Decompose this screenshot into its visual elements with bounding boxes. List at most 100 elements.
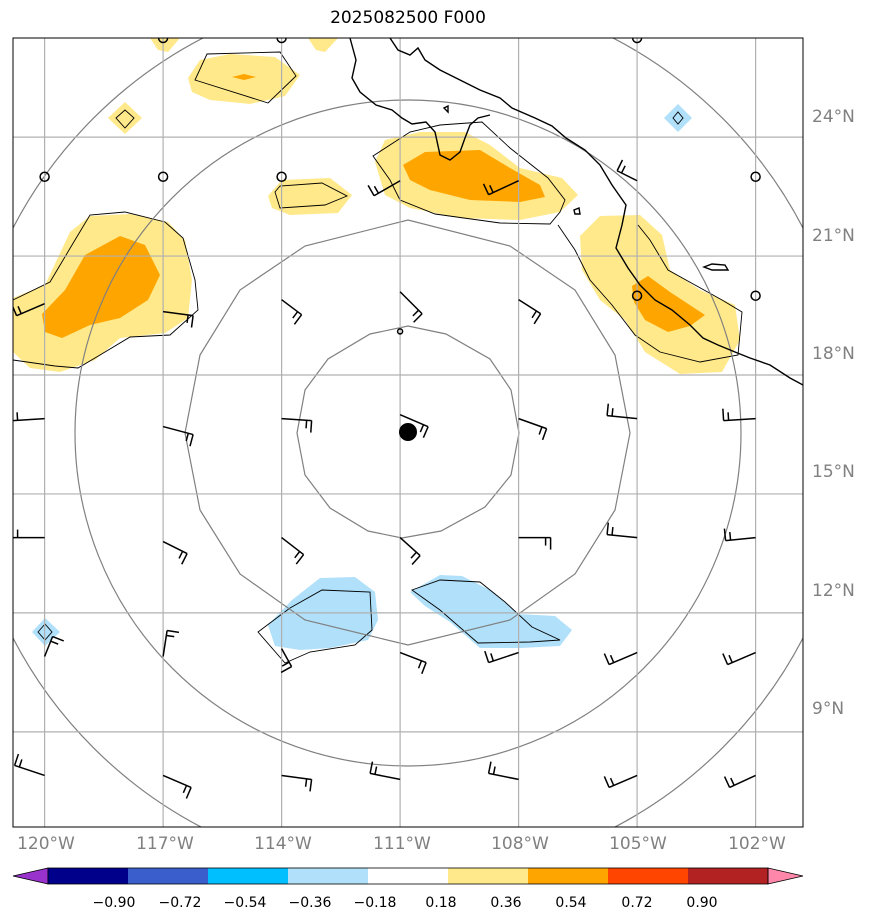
negative-region-w-small (32, 618, 60, 646)
positive-region-diamond (108, 102, 142, 134)
lat-label-18n: 18°N (812, 344, 855, 364)
colorbar-tick-1: −0.90 (92, 895, 136, 911)
wind-barb-5 (518, 299, 542, 325)
colorbar-tick-8: 0.54 (555, 895, 587, 911)
wind-barb-29 (281, 774, 313, 792)
wind-barb-1 (13, 302, 45, 317)
colorbar-segment-8 (608, 868, 689, 884)
contour-nw (13, 211, 199, 369)
lon-label-120w: 120°W (17, 834, 75, 854)
wind-barb-6 (13, 412, 45, 422)
lon-label-108w: 108°W (491, 834, 549, 854)
wind-barb-3 (281, 299, 303, 325)
negative-region-e-small (664, 104, 692, 132)
wind-barbs (13, 159, 756, 799)
calm-marker-5 (750, 290, 761, 301)
lon-label-114w: 114°W (254, 834, 312, 854)
wind-barb-24 (484, 650, 519, 664)
wind-barb-18 (606, 522, 638, 539)
mainland-coast (389, 38, 803, 386)
graticule (13, 38, 803, 827)
wind-barb-30 (369, 761, 401, 781)
wind-barb-10 (518, 417, 548, 441)
wind-barb-20 (43, 635, 65, 657)
calm-marker-6 (750, 171, 761, 183)
wind-barb-13 (13, 525, 45, 539)
colorbar-extend-high (767, 867, 804, 885)
lat-label-12n: 12°N (812, 581, 855, 601)
storm-center-marker (399, 423, 417, 441)
positive-region-top-a (150, 38, 180, 52)
wind-barb-19 (723, 528, 756, 542)
island-3 (442, 104, 449, 114)
calm-marker-4 (631, 290, 643, 301)
lat-label-24n: 24°N (812, 107, 855, 127)
colorbar-tick-3: −0.54 (223, 895, 267, 911)
wind-barb-36 (616, 159, 638, 182)
colorbar-tick-5: −0.18 (353, 895, 397, 911)
range-ring-3 (74, 99, 742, 767)
contour-e-small (672, 111, 684, 125)
wind-barb-4 (399, 291, 423, 323)
wind-barb-32 (603, 774, 638, 789)
wind-barb-14 (162, 540, 188, 565)
wind-barb-16 (399, 537, 421, 565)
contour-top-left (194, 51, 297, 104)
coastline (349, 38, 803, 386)
lon-label-111w: 111°W (373, 834, 431, 854)
wind-barb-31 (487, 761, 519, 781)
range-ring-1 (296, 325, 520, 539)
map-title: 2025082500 F000 (330, 8, 486, 28)
contour-north-central (372, 121, 566, 225)
lat-label-9n: 9°N (812, 699, 845, 719)
strong-region-nw (42, 236, 160, 338)
wind-barb-11 (606, 403, 638, 420)
wind-barb-23 (399, 651, 427, 675)
contour-ne (557, 224, 743, 363)
contour-sw (257, 589, 373, 664)
colorbar-segment-7 (528, 868, 609, 884)
colorbar-segment-9 (688, 868, 769, 884)
wind-barb-21 (162, 629, 180, 657)
shaded-fields (13, 38, 740, 650)
calm-marker-8 (276, 38, 287, 44)
wind-barb-26 (722, 651, 756, 666)
colorbar-segment-2 (128, 868, 209, 884)
island-1 (573, 207, 581, 215)
island-2 (702, 263, 730, 271)
strong-region-north-central (403, 150, 545, 202)
wind-barb-8 (281, 417, 313, 433)
wind-barb-28 (162, 774, 192, 799)
wind-barb-2 (163, 310, 194, 328)
contour-diamond (115, 109, 135, 129)
wind-barb-27 (13, 753, 45, 777)
calm-wind-markers (39, 38, 761, 335)
wind-barb-12 (722, 408, 756, 422)
contour-s (411, 579, 561, 644)
calm-marker-9 (631, 38, 643, 44)
colorbar-tick-10: 0.90 (686, 895, 718, 911)
calm-marker-3 (276, 171, 287, 183)
colorbar-tick-9: 0.72 (621, 895, 653, 911)
lon-label-102w: 102°W (728, 834, 786, 854)
colorbar-segment-6 (448, 868, 529, 884)
contour-w-small (37, 623, 53, 641)
lon-label-117w: 117°W (136, 834, 194, 854)
colorbar (12, 867, 804, 885)
contour-lines (13, 51, 743, 664)
colorbar-segment-1 (48, 868, 129, 884)
colorbar-tick-2: −0.72 (158, 895, 202, 911)
calm-marker-2 (157, 171, 169, 183)
colorbar-tick-4: −0.36 (288, 895, 332, 911)
lon-label-105w: 105°W (609, 834, 667, 854)
wind-barb-25 (603, 651, 638, 666)
wind-barb-33 (723, 774, 756, 789)
plot-frame (12, 37, 804, 828)
negative-region-sw (268, 577, 378, 650)
calm-marker-7 (157, 38, 169, 44)
strong-region-ne (632, 276, 705, 332)
wind-barb-22 (280, 648, 293, 674)
lat-label-21n: 21°N (812, 226, 855, 246)
colorbar-segment-3 (208, 868, 289, 884)
